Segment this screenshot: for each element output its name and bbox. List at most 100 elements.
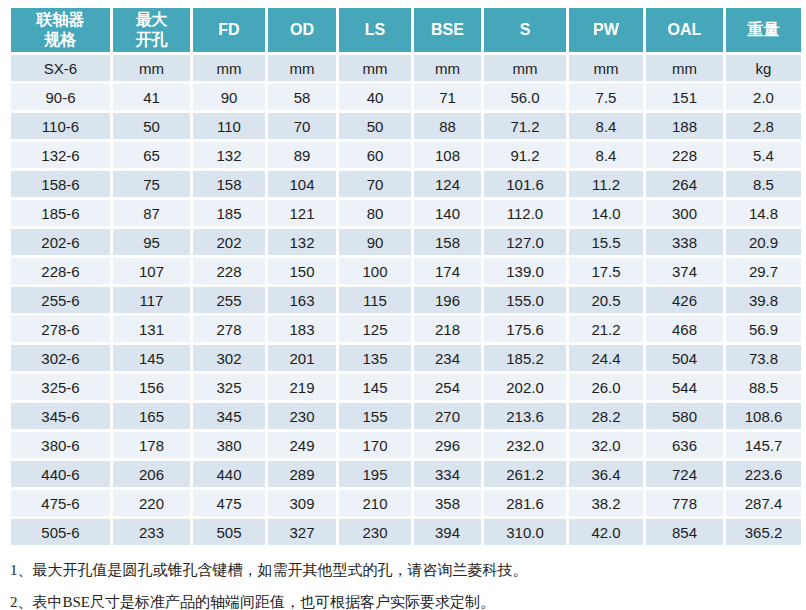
column-header-fd: FD <box>193 8 265 52</box>
cell-weight: 365.2 <box>726 519 801 545</box>
cell-spec: 475-6 <box>11 490 110 516</box>
cell-fd: 228 <box>193 258 265 284</box>
cell-oal: 724 <box>646 461 723 487</box>
cell-od: 230 <box>268 403 336 429</box>
cell-s: 310.0 <box>484 519 566 545</box>
cell-pw: 7.5 <box>569 84 643 110</box>
column-header-oal: OAL <box>646 8 723 52</box>
cell-od: mm <box>268 55 336 81</box>
cell-weight: 88.5 <box>726 374 801 400</box>
cell-ls: 135 <box>339 345 411 371</box>
cell-fd: mm <box>193 55 265 81</box>
cell-max-bore: 107 <box>113 258 190 284</box>
cell-weight: 39.8 <box>726 287 801 313</box>
cell-spec: 90-6 <box>11 84 110 110</box>
table-header-row: 联轴器规格最大开孔FDODLSBSESPWOAL重量 <box>11 8 801 52</box>
cell-max-bore: 41 <box>113 84 190 110</box>
table-row: 278-6131278183125218175.621.246856.9 <box>11 316 801 342</box>
table-row: 110-65011070508871.28.41882.8 <box>11 113 801 139</box>
cell-od: 163 <box>268 287 336 313</box>
cell-max-bore: 178 <box>113 432 190 458</box>
cell-weight: kg <box>726 55 801 81</box>
cell-s: 261.2 <box>484 461 566 487</box>
cell-pw: 32.0 <box>569 432 643 458</box>
column-header-s: S <box>484 8 566 52</box>
cell-weight: 8.5 <box>726 171 801 197</box>
cell-pw: mm <box>569 55 643 81</box>
cell-bse: 296 <box>414 432 481 458</box>
cell-ls: 70 <box>339 171 411 197</box>
cell-od: 289 <box>268 461 336 487</box>
cell-pw: 42.0 <box>569 519 643 545</box>
cell-weight: 2.0 <box>726 84 801 110</box>
column-header-weight: 重量 <box>726 8 801 52</box>
cell-bse: 108 <box>414 142 481 168</box>
cell-ls: 60 <box>339 142 411 168</box>
cell-bse: 71 <box>414 84 481 110</box>
table-row: 90-6419058407156.07.51512.0 <box>11 84 801 110</box>
cell-bse: 124 <box>414 171 481 197</box>
coupling-spec-table: 联轴器规格最大开孔FDODLSBSESPWOAL重量 SX-6mmmmmmmmm… <box>8 5 804 548</box>
cell-ls: 40 <box>339 84 411 110</box>
table-row: 440-6206440289195334261.236.4724223.6 <box>11 461 801 487</box>
cell-bse: 358 <box>414 490 481 516</box>
cell-weight: 56.9 <box>726 316 801 342</box>
cell-ls: 145 <box>339 374 411 400</box>
cell-spec: 440-6 <box>11 461 110 487</box>
cell-max-bore: 206 <box>113 461 190 487</box>
column-header-ls: LS <box>339 8 411 52</box>
cell-s: 71.2 <box>484 113 566 139</box>
cell-oal: 264 <box>646 171 723 197</box>
cell-max-bore: 50 <box>113 113 190 139</box>
footnote-1: 1、最大开孔值是圆孔或锥孔含键槽，如需开其他型式的孔，请咨询兰菱科技。 <box>10 558 798 584</box>
cell-ls: 125 <box>339 316 411 342</box>
units-row: SX-6mmmmmmmmmmmmmmmmkg <box>11 55 801 81</box>
table-row: 228-6107228150100174139.017.537429.7 <box>11 258 801 284</box>
cell-bse: 158 <box>414 229 481 255</box>
cell-bse: 174 <box>414 258 481 284</box>
cell-max-bore: 117 <box>113 287 190 313</box>
cell-s: 155.0 <box>484 287 566 313</box>
cell-spec: 158-6 <box>11 171 110 197</box>
cell-fd: 440 <box>193 461 265 487</box>
cell-s: 175.6 <box>484 316 566 342</box>
cell-ls: 100 <box>339 258 411 284</box>
cell-max-bore: 145 <box>113 345 190 371</box>
cell-fd: 380 <box>193 432 265 458</box>
cell-ls: 195 <box>339 461 411 487</box>
column-header-bse: BSE <box>414 8 481 52</box>
cell-s: 232.0 <box>484 432 566 458</box>
cell-bse: mm <box>414 55 481 81</box>
cell-bse: 270 <box>414 403 481 429</box>
cell-od: 183 <box>268 316 336 342</box>
cell-ls: 210 <box>339 490 411 516</box>
cell-oal: 374 <box>646 258 723 284</box>
table-row: 325-6156325219145254202.026.054488.5 <box>11 374 801 400</box>
cell-oal: 580 <box>646 403 723 429</box>
cell-max-bore: 65 <box>113 142 190 168</box>
cell-spec: 185-6 <box>11 200 110 226</box>
cell-bse: 88 <box>414 113 481 139</box>
cell-spec: 278-6 <box>11 316 110 342</box>
cell-spec: 228-6 <box>11 258 110 284</box>
cell-pw: 24.4 <box>569 345 643 371</box>
cell-bse: 234 <box>414 345 481 371</box>
cell-spec: 255-6 <box>11 287 110 313</box>
column-header-pw: PW <box>569 8 643 52</box>
cell-weight: 20.9 <box>726 229 801 255</box>
cell-s: 281.6 <box>484 490 566 516</box>
cell-pw: 8.4 <box>569 142 643 168</box>
cell-spec: 380-6 <box>11 432 110 458</box>
cell-bse: 196 <box>414 287 481 313</box>
cell-ls: 230 <box>339 519 411 545</box>
table-row: 202-69520213290158127.015.533820.9 <box>11 229 801 255</box>
cell-max-bore: 233 <box>113 519 190 545</box>
cell-max-bore: 75 <box>113 171 190 197</box>
cell-pw: 15.5 <box>569 229 643 255</box>
cell-weight: 287.4 <box>726 490 801 516</box>
cell-fd: 475 <box>193 490 265 516</box>
cell-fd: 90 <box>193 84 265 110</box>
cell-fd: 255 <box>193 287 265 313</box>
cell-oal: 338 <box>646 229 723 255</box>
cell-fd: 278 <box>193 316 265 342</box>
